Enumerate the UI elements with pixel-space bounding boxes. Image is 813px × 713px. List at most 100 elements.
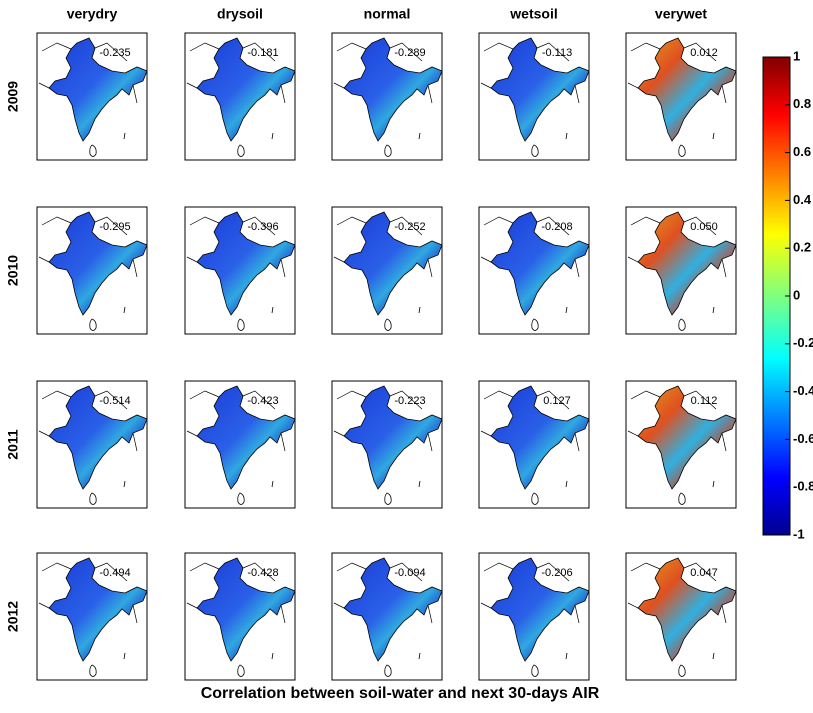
island [565, 132, 568, 140]
sri-lanka [384, 492, 392, 505]
india-map [343, 557, 443, 662]
map-panel: -0.289 [331, 32, 443, 161]
india-map [637, 211, 737, 316]
map-panel: -0.423 [184, 380, 296, 509]
sri-lanka [237, 318, 245, 331]
map-panel: -0.206 [478, 552, 590, 681]
map-panel: -0.094 [331, 552, 443, 681]
india-map [196, 557, 296, 662]
correlation-value: -0.295 [99, 221, 130, 233]
row-label: 2012 [5, 601, 21, 632]
sri-lanka [237, 664, 245, 677]
sri-lanka [678, 664, 686, 677]
sri-lanka [531, 318, 539, 331]
column-label: verydry [67, 6, 118, 22]
tick-label: 0.6 [793, 144, 811, 159]
sri-lanka [531, 144, 539, 157]
sri-lanka [89, 318, 97, 331]
sri-lanka [531, 492, 539, 505]
island [418, 132, 421, 140]
correlation-value: 0.112 [691, 395, 718, 407]
sri-lanka [384, 144, 392, 157]
map-panel: -0.181 [184, 32, 296, 161]
map-panel: -0.235 [36, 32, 148, 161]
map-panel: -0.428 [184, 552, 296, 681]
row-label: 2011 [5, 429, 21, 460]
colorbar-ticks: 1 0.8 0.6 0.4 0.2 0 -0.2 -0.4 -0.6 -0.8 -1 [785, 48, 813, 541]
india-map [196, 385, 296, 490]
tick-label: 0.8 [793, 96, 811, 111]
tick-label: 0.4 [793, 192, 812, 207]
correlation-value: -0.423 [247, 395, 278, 407]
map-panel: -0.223 [331, 380, 443, 509]
correlation-value: -0.494 [99, 567, 130, 579]
island [123, 480, 126, 488]
correlation-value: 0.047 [690, 567, 718, 579]
island [712, 652, 715, 660]
correlation-value: -0.396 [247, 221, 278, 233]
tick-label: 1 [793, 48, 800, 63]
map-panel: -0.208 [478, 206, 590, 335]
sri-lanka [237, 144, 245, 157]
correlation-value: -0.223 [394, 395, 425, 407]
correlation-value: -0.514 [99, 395, 130, 407]
tick-label: -0.2 [793, 335, 813, 350]
correlation-value: -0.208 [541, 221, 572, 233]
correlation-value: -0.113 [542, 47, 572, 59]
tick-label: -0.4 [793, 383, 813, 398]
island [123, 132, 126, 140]
island [271, 480, 274, 488]
map-panel: -0.494 [36, 552, 148, 681]
map-panel: -0.396 [184, 206, 296, 335]
row-label: 2009 [5, 81, 21, 112]
india-map [48, 385, 148, 490]
tick-label: -0.6 [793, 431, 813, 446]
island [271, 652, 274, 660]
india-map [490, 211, 590, 316]
tick-label: 0.2 [793, 240, 811, 255]
caption: Correlation between soil-water and next … [201, 685, 600, 702]
island [123, 652, 126, 660]
sri-lanka [89, 664, 97, 677]
correlation-value: -0.206 [541, 567, 572, 579]
sri-lanka [531, 664, 539, 677]
column-label: normal [364, 6, 411, 22]
sri-lanka [237, 492, 245, 505]
sri-lanka [678, 318, 686, 331]
row-label: 2010 [5, 255, 21, 286]
correlation-value: 0.127 [543, 395, 571, 407]
island [418, 306, 421, 314]
india-map [343, 211, 443, 316]
island [712, 132, 715, 140]
correlation-value: -0.428 [247, 567, 278, 579]
tick-label: -0.8 [793, 479, 813, 494]
correlation-value: -0.094 [394, 567, 425, 579]
sri-lanka [384, 318, 392, 331]
island [271, 132, 274, 140]
column-label: verywet [655, 6, 707, 22]
india-map [637, 385, 737, 490]
island [712, 480, 715, 488]
column-label: wetsoil [509, 6, 557, 22]
india-map [48, 211, 148, 316]
correlation-value: -0.252 [394, 221, 425, 233]
map-panel: 0.127 [478, 380, 590, 509]
india-map [343, 385, 443, 490]
island [565, 306, 568, 314]
india-map [196, 37, 296, 142]
island [565, 652, 568, 660]
india-map [490, 37, 590, 142]
panel-grid: verydry drysoil normal wetsoil verywet 2009 -0… [5, 6, 737, 681]
map-panel: -0.252 [331, 206, 443, 335]
correlation-value: 0.050 [690, 221, 718, 233]
sri-lanka [678, 144, 686, 157]
map-panel: 0.012 [625, 32, 737, 161]
sri-lanka [89, 144, 97, 157]
map-panel: -0.295 [36, 206, 148, 335]
island [712, 306, 715, 314]
island [418, 480, 421, 488]
map-panel: 0.050 [625, 206, 737, 335]
india-map [196, 211, 296, 316]
correlation-value: -0.289 [394, 47, 425, 59]
island [418, 652, 421, 660]
